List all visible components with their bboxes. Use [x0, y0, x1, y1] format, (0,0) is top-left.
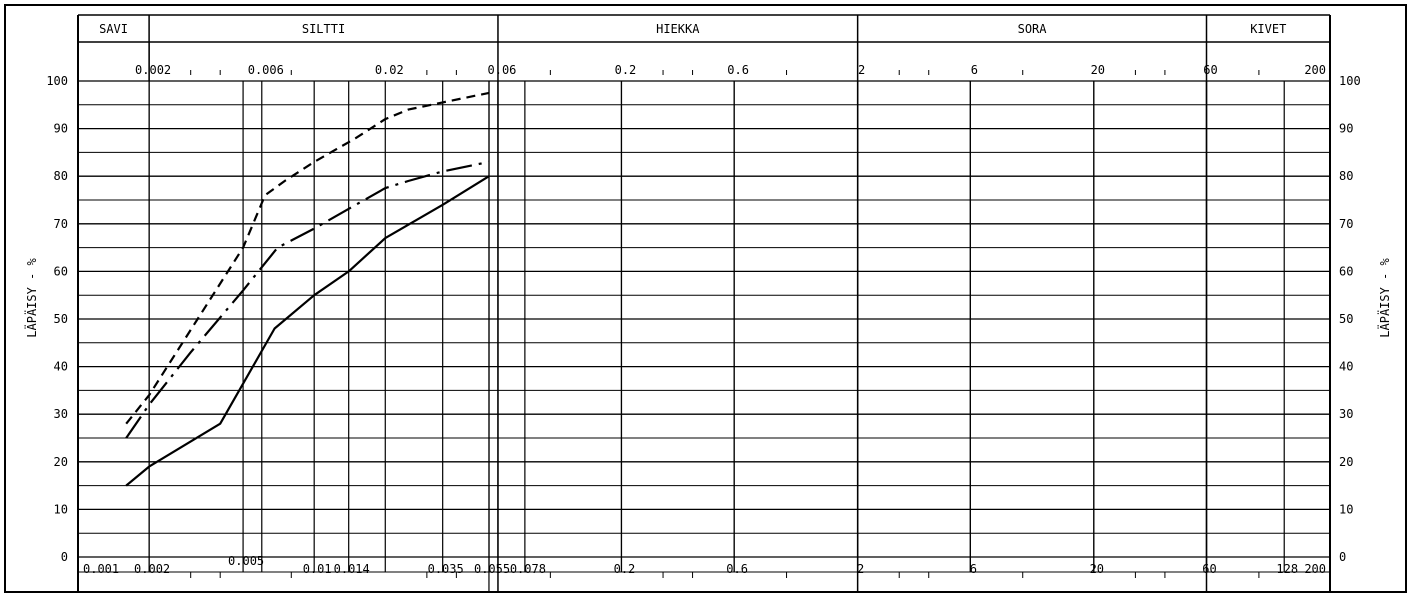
fraction-label: SILTTI — [302, 22, 345, 36]
top-tick-label: 20 — [1091, 63, 1105, 77]
y-tick-label-right: 40 — [1339, 360, 1353, 374]
grid — [77, 14, 1331, 592]
fraction-label: HIEKKA — [656, 22, 700, 36]
x-axis-top-labels: 0.002 0.006 0.02 0.06 0.2 0.6 2 6 20 60 200 — [135, 63, 1326, 77]
y-tick-label-right: 10 — [1339, 502, 1353, 516]
bottom-tick-label: 2 — [857, 562, 864, 576]
y-tick-label-left: 10 — [54, 502, 68, 516]
top-tick-label: 2 — [858, 63, 865, 77]
bottom-tick-label: 0.01 — [303, 562, 332, 576]
outer-frame — [4, 4, 1407, 593]
bottom-tick-label: 0.035 — [428, 562, 464, 576]
y-tick-label-left: 80 — [54, 169, 68, 183]
bottom-tick-label: 6 — [970, 562, 977, 576]
bottom-tick-label: 128 — [1276, 562, 1298, 576]
bottom-tick-label: 20 — [1090, 562, 1104, 576]
bottom-tick-label: 60 — [1202, 562, 1216, 576]
y-tick-label-right: 70 — [1339, 217, 1353, 231]
fraction-label: SAVI — [99, 22, 128, 36]
series — [125, 91, 490, 487]
bottom-tick-label: 200 — [1304, 562, 1326, 576]
y-tick-label-right: 60 — [1339, 264, 1353, 278]
bottom-tick-label: 0.014 — [334, 562, 370, 576]
series-line-solid — [125, 175, 490, 487]
fraction-header: SAVI SILTTI HIEKKA SORA KIVET — [99, 15, 1286, 81]
y-tick-label-left: 40 — [54, 360, 68, 374]
x-axis-bottom-labels: 0.001 0.002 0.005 0.01 0.014 0.035 0.055 0.078 0… — [83, 554, 1326, 576]
top-tick-label: 200 — [1304, 63, 1326, 77]
fraction-label: SORA — [1018, 22, 1048, 36]
y-tick-label-right: 100 — [1339, 74, 1361, 88]
y-axis-label-right: LÄPÄISY - % — [1377, 257, 1392, 337]
bottom-tick-label: 0.005 — [228, 554, 264, 568]
y-tick-label-left: 50 — [54, 312, 68, 326]
series-line-dashed — [125, 91, 490, 425]
y-tick-label-left: 30 — [54, 407, 68, 421]
y-tick-label-right: 0 — [1339, 550, 1346, 564]
y-tick-label-left: 100 — [46, 74, 68, 88]
y-tick-label-right: 80 — [1339, 169, 1353, 183]
y-tick-label-right: 90 — [1339, 122, 1353, 136]
series-line-dashdot — [125, 160, 490, 439]
y-axis-labels: 0 0 10 10 20 20 30 30 40 40 50 50 60 60 70 70 80 80 90 90 10… — [46, 74, 1360, 564]
bottom-tick-label: 0.078 — [510, 562, 546, 576]
top-tick-label: 0.006 — [248, 63, 284, 77]
bottom-tick-label: 0.002 — [134, 562, 170, 576]
top-tick-label: 0.6 — [727, 63, 749, 77]
top-tick-label: 0.02 — [375, 63, 404, 77]
top-tick-label: 0.2 — [615, 63, 637, 77]
y-tick-label-left: 0 — [61, 550, 68, 564]
y-tick-label-right: 20 — [1339, 455, 1353, 469]
fraction-label: KIVET — [1250, 22, 1286, 36]
bottom-tick-label: 0.6 — [726, 562, 748, 576]
y-axis-label-left: LÄPÄISY - % — [24, 257, 39, 337]
y-tick-label-right: 50 — [1339, 312, 1353, 326]
top-tick-label: 6 — [971, 63, 978, 77]
y-tick-label-left: 70 — [54, 217, 68, 231]
y-tick-label-right: 30 — [1339, 407, 1353, 421]
y-tick-label-left: 90 — [54, 122, 68, 136]
y-tick-label-left: 60 — [54, 264, 68, 278]
top-tick-label: 0.06 — [488, 63, 517, 77]
top-tick-label: 0.002 — [135, 63, 171, 77]
top-tick-label: 60 — [1203, 63, 1217, 77]
bottom-tick-label: 0.055 — [474, 562, 510, 576]
bottom-tick-label: 0.001 — [83, 562, 119, 576]
y-tick-label-left: 20 — [54, 455, 68, 469]
bottom-tick-label: 0.2 — [614, 562, 636, 576]
